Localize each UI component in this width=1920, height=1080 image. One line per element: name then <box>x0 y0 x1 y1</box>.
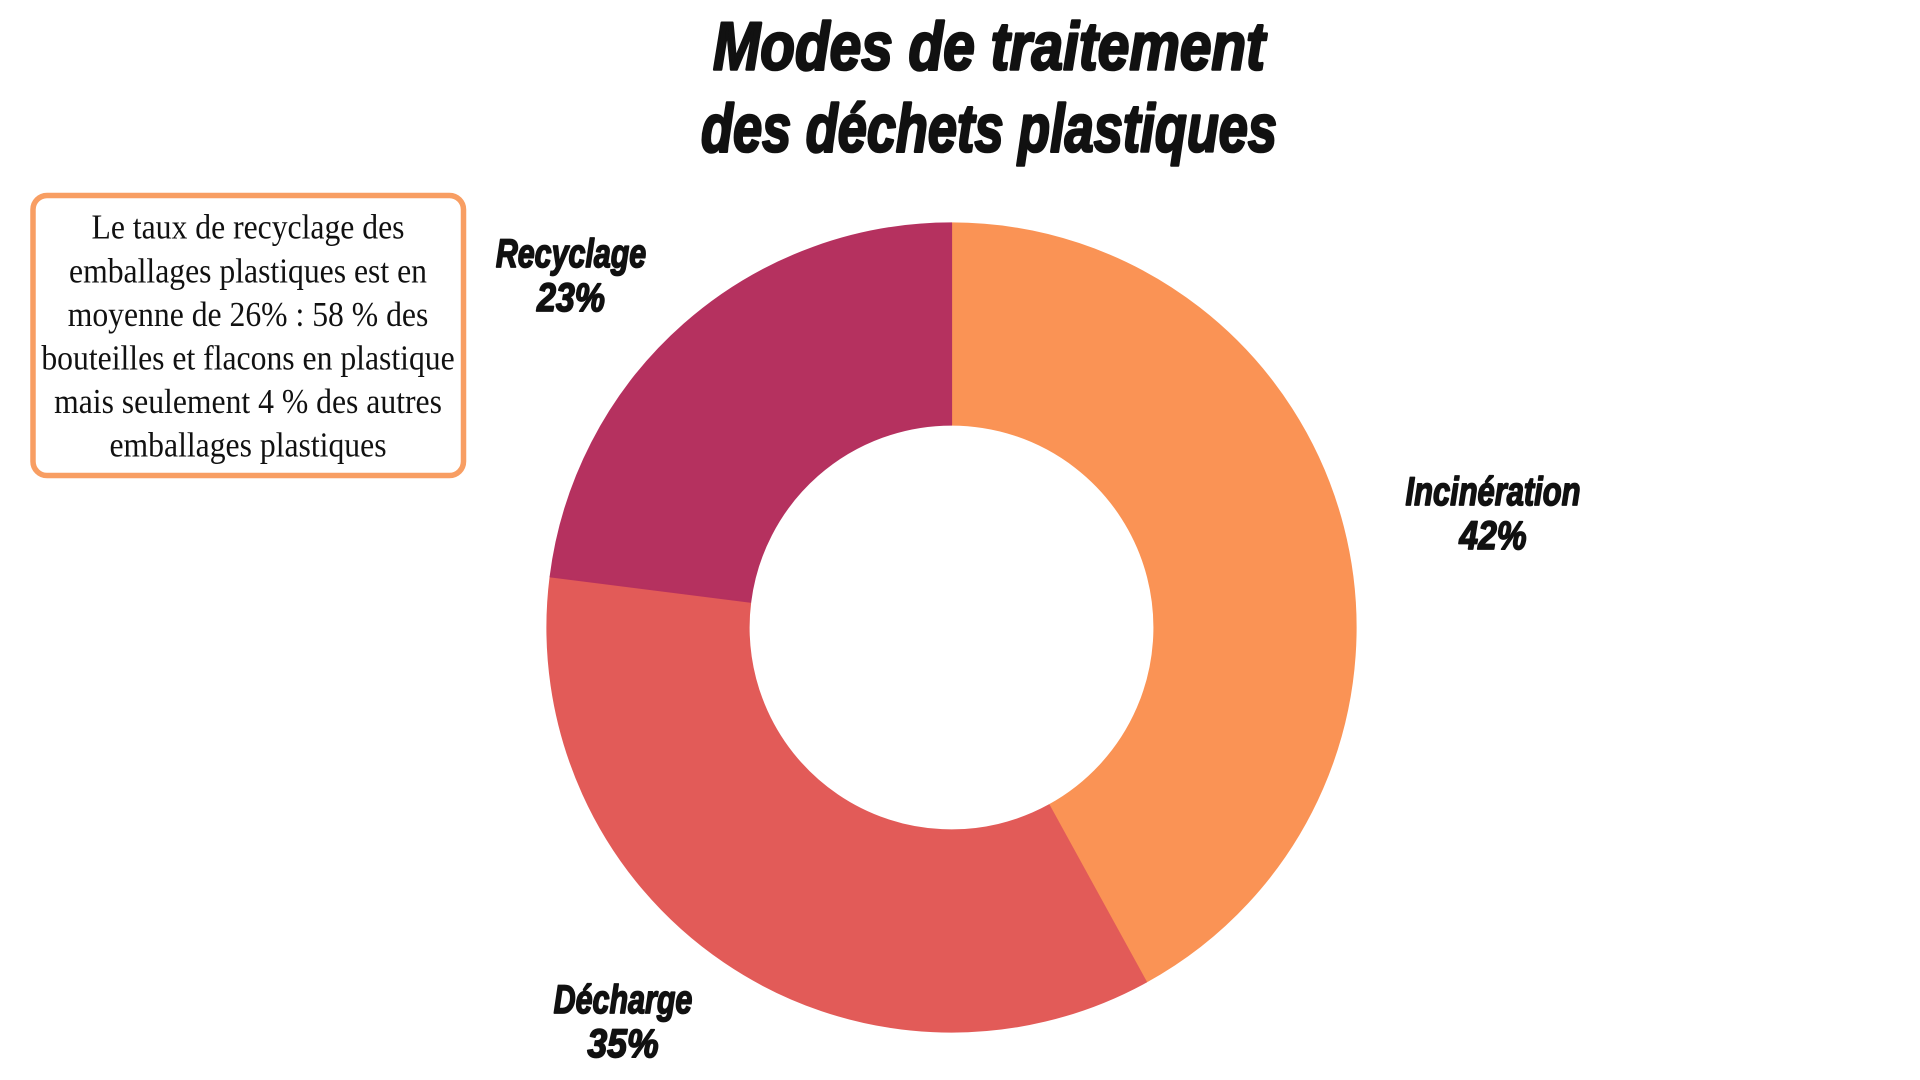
svg-text:35%: 35% <box>587 1022 658 1066</box>
svg-text:moyenne de 26% : 58 % des: moyenne de 26% : 58 % des <box>68 295 429 334</box>
svg-text:Décharge: Décharge <box>554 977 693 1022</box>
svg-text:mais seulement 4 % des autres: mais seulement 4 % des autres <box>54 383 442 422</box>
svg-text:des déchets plastiques: des déchets plastiques <box>701 90 1277 166</box>
svg-text:Recyclage: Recyclage <box>496 231 646 276</box>
svg-text:42%: 42% <box>1458 513 1526 557</box>
svg-text:Le taux de recyclage des: Le taux de recyclage des <box>91 208 404 247</box>
svg-text:Incinération: Incinération <box>1406 469 1581 514</box>
svg-text:Modes de traitement: Modes de traitement <box>713 9 1267 85</box>
svg-text:emballages plastiques est en: emballages plastiques est en <box>69 252 427 291</box>
svg-text:emballages plastiques: emballages plastiques <box>109 426 386 465</box>
svg-text:bouteilles et flacons en plast: bouteilles et flacons en plastique <box>41 339 454 378</box>
svg-text:23%: 23% <box>536 274 605 319</box>
